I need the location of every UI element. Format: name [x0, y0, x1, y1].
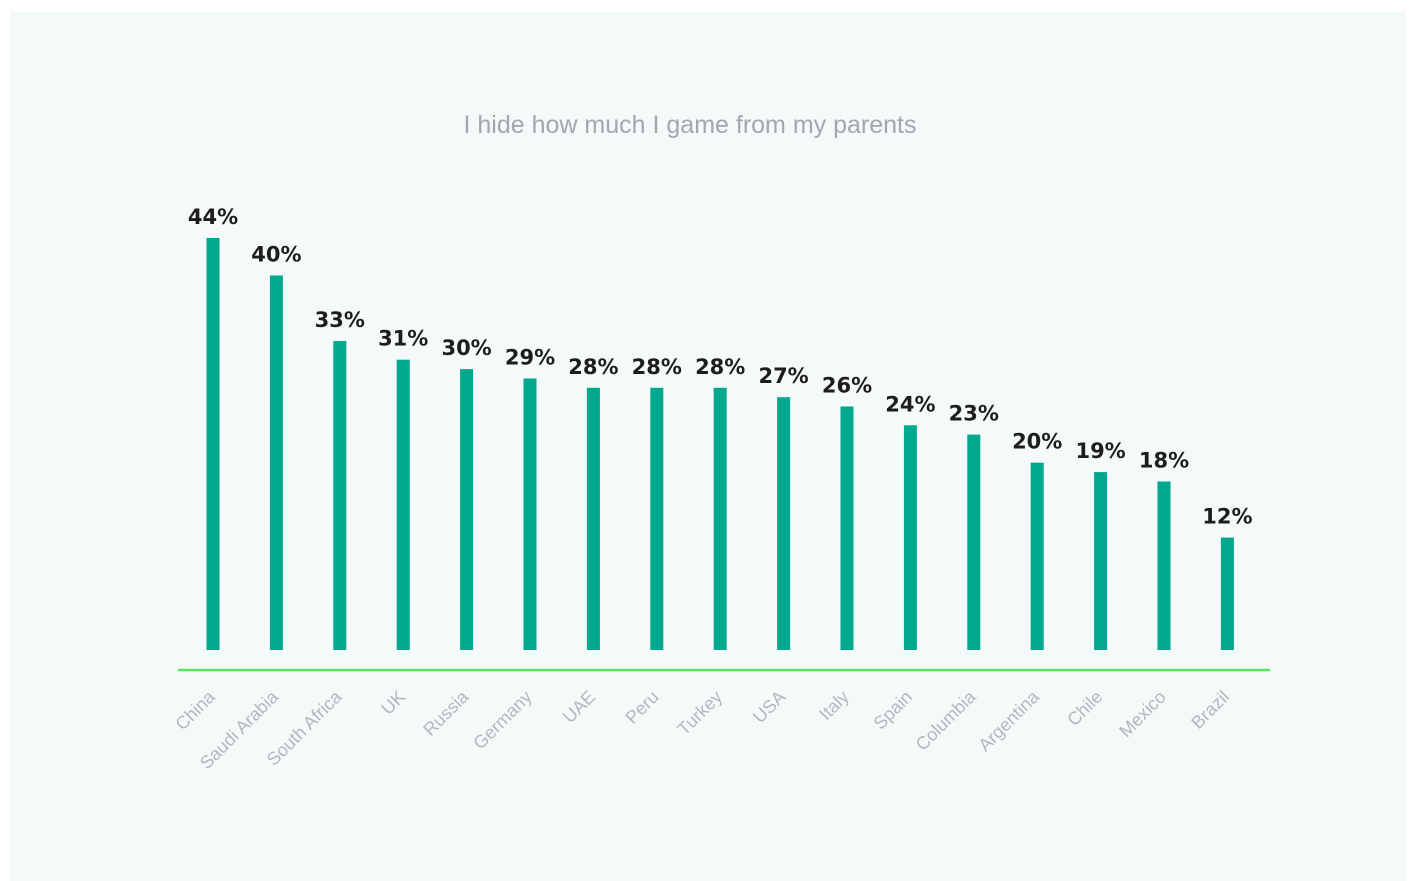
value-label: 28%: [568, 355, 618, 379]
bar-argentina: [1030, 462, 1044, 650]
category-label: Turkey: [673, 687, 726, 740]
category-label: UAE: [559, 687, 599, 727]
value-label: 28%: [695, 355, 745, 379]
value-label: 29%: [505, 346, 555, 370]
bar-usa: [777, 397, 791, 650]
category-label: Mexico: [1115, 687, 1169, 741]
bars-layer: [206, 238, 1234, 650]
value-label: 12%: [1202, 505, 1252, 529]
value-label: 23%: [949, 402, 999, 426]
category-label: Russia: [419, 686, 473, 740]
bar-uae: [586, 387, 600, 650]
value-label: 24%: [885, 392, 935, 416]
category-label: USA: [749, 687, 789, 727]
category-label: Chile: [1063, 687, 1106, 730]
value-labels-layer: 44% 40% 33% 31% 30% 29% 28% 28% 28% 27% 26% 24% 23% 2…: [188, 205, 1253, 529]
category-label: Spain: [870, 687, 917, 734]
bar-peru: [650, 387, 664, 650]
bar-spain: [903, 425, 917, 650]
value-label: 31%: [378, 327, 428, 351]
bar-russia: [460, 369, 474, 650]
category-label: Argentina: [974, 686, 1043, 755]
bar-turkey: [713, 387, 727, 650]
value-label: 44%: [188, 205, 238, 229]
value-label: 33%: [315, 308, 365, 332]
bar-chile: [1094, 472, 1108, 650]
category-label: Germany: [469, 687, 535, 753]
value-label: 19%: [1075, 439, 1125, 463]
bar-saudi-arabia: [269, 275, 283, 650]
category-label: China: [171, 686, 219, 734]
value-label: 20%: [1012, 430, 1062, 454]
bar-south-africa: [333, 341, 347, 650]
category-label: Peru: [622, 687, 663, 728]
bar-uk: [396, 359, 410, 650]
value-label: 28%: [632, 355, 682, 379]
bar-italy: [840, 406, 854, 650]
value-label: 18%: [1139, 449, 1189, 473]
bar-mexico: [1157, 481, 1171, 650]
category-label: Brazil: [1187, 687, 1233, 733]
bar-china: [206, 238, 220, 650]
chart-title: I hide how much I game from my parents: [464, 111, 917, 139]
bar-germany: [523, 378, 537, 650]
bar-columbia: [967, 434, 981, 650]
value-label: 40%: [251, 243, 301, 267]
bar-chart: I hide how much I game from my parents 4…: [171, 111, 1270, 773]
category-label: Columbia: [912, 686, 981, 755]
value-label: 26%: [822, 374, 872, 398]
value-label: 30%: [441, 336, 491, 360]
category-label: Italy: [815, 687, 852, 724]
category-label: UK: [377, 687, 409, 719]
bar-brazil: [1220, 537, 1234, 650]
value-label: 27%: [758, 364, 808, 388]
chart-card: I hide how much I game from my parents 4…: [10, 12, 1406, 881]
